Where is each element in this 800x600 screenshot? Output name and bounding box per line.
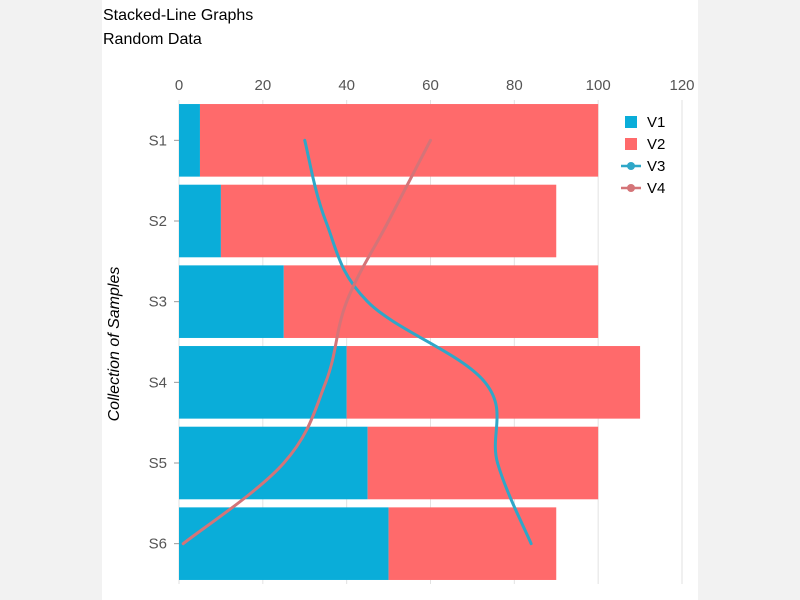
x-tick-label: 80 [506, 77, 523, 94]
bar-v2-s1 [199, 104, 599, 177]
y-tick-label: S6 [149, 536, 167, 553]
bar-v1-s5 [179, 426, 368, 500]
y-axis-ticks: S1 S2 S3 S4 S5 S6 [149, 132, 179, 553]
x-axis-ticks: 0 20 40 60 80 100 120 [175, 77, 695, 94]
bars [179, 104, 641, 580]
legend-label-v3: V3 [647, 158, 665, 175]
y-tick-label: S2 [149, 213, 167, 230]
x-tick-label: 40 [338, 77, 355, 94]
line-v3 [303, 138, 533, 546]
bar-v1-s1 [179, 104, 200, 177]
bar-v2-s4 [346, 346, 641, 419]
legend-swatch-v2 [625, 138, 637, 150]
chart-subtitle: Random Data [103, 31, 202, 48]
bar-v2-s3 [283, 265, 599, 338]
y-tick-label: S1 [149, 132, 167, 149]
legend-label-v1: V1 [647, 114, 665, 131]
y-axis-title: Collection of Samples [106, 267, 123, 422]
bar-v2-s5 [367, 426, 599, 500]
x-tick-label: 0 [175, 77, 183, 94]
legend-marker-v4 [627, 184, 635, 192]
chart-title: Stacked-Line Graphs [103, 7, 254, 24]
y-tick-label: S5 [149, 455, 167, 472]
x-tick-label: 100 [586, 77, 611, 94]
x-tick-label: 20 [254, 77, 271, 94]
legend-label-v2: V2 [647, 136, 665, 153]
series-lines [181, 138, 533, 546]
bar-v1-s4 [179, 346, 347, 419]
bar-v1-s2 [179, 184, 221, 258]
bar-v1-s3 [179, 265, 284, 338]
bar-v2-s6 [388, 507, 557, 580]
x-tick-label: 60 [422, 77, 439, 94]
x-tick-label: 120 [669, 77, 694, 94]
line-v4 [181, 138, 432, 546]
legend-marker-v3 [627, 162, 635, 170]
y-tick-label: S3 [149, 294, 167, 311]
legend: V1 V2 V3 V4 [621, 114, 665, 197]
legend-label-v4: V4 [647, 180, 665, 197]
bar-v1-s6 [179, 507, 389, 580]
y-tick-label: S4 [149, 374, 167, 391]
legend-swatch-v1 [625, 116, 637, 128]
